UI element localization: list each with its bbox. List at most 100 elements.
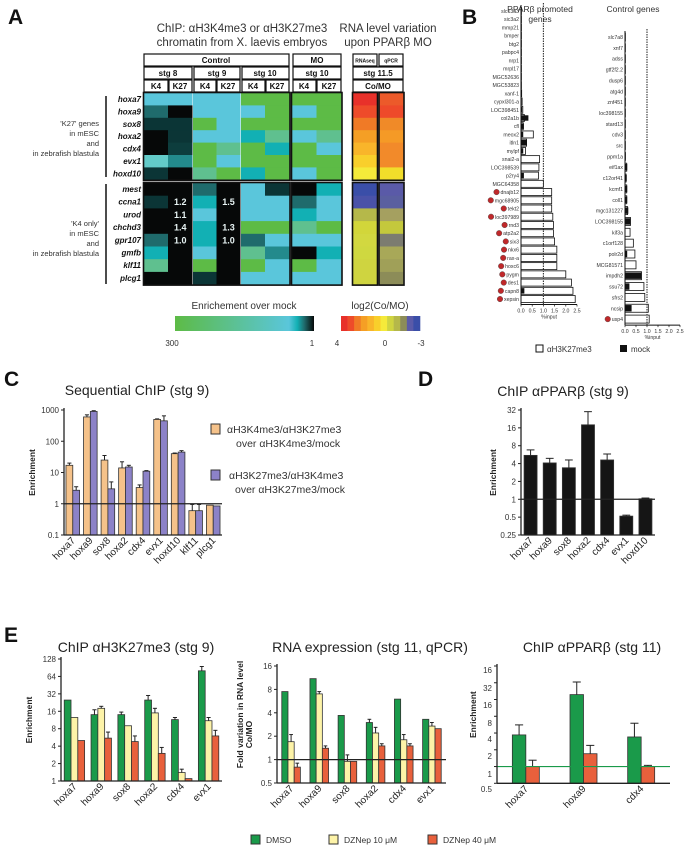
header-mo-stg10: stg 10: [305, 69, 329, 78]
gene-label: dnajb12: [501, 190, 520, 196]
marker-dot: [502, 238, 509, 245]
panel-b-left-chart: slc13a3 sic3a2 mmp21 bmper btg2 pabpc4 nrp1 mrp…: [487, 3, 581, 321]
panel-b-legend: αH3K27me3 mock: [535, 344, 651, 354]
x-axis-label: %input: [645, 335, 661, 341]
y-tick-label: 128: [43, 655, 57, 664]
heatmap-cell: [379, 183, 404, 197]
x-tick-label: 2.0: [562, 309, 569, 315]
y-tick-label: 8: [512, 442, 517, 451]
panel-label-b: B: [462, 6, 477, 29]
gene-label: hoxa2: [118, 132, 142, 141]
heatmap-cell: [241, 105, 265, 119]
gene-label: LOC398451: [491, 108, 519, 114]
heatmap-cell: [144, 142, 168, 156]
heatmap-cell: [353, 93, 377, 106]
x-tick-label: 2.5: [573, 309, 580, 315]
marker-dot: [500, 205, 507, 212]
gene-label: tekt2: [508, 207, 519, 213]
marker-dot: [501, 221, 508, 228]
bar-h3k27me3: [520, 229, 554, 238]
heatmap-block-border: [378, 181, 405, 286]
heatmap-cell: [292, 259, 317, 273]
x-tick-label: hoxa7: [504, 783, 531, 810]
heatmap-cell: [353, 167, 377, 181]
bar: [65, 464, 74, 536]
y-tick-label: 0.5: [261, 779, 273, 788]
gene-label: cypxl301-a: [494, 100, 519, 106]
x-tick-label: 2.5: [676, 329, 683, 335]
heatmap-cell: [379, 142, 404, 156]
gene-label: cdx4: [123, 145, 142, 154]
heatmap-cell: [353, 208, 377, 222]
heatmap-cell: [216, 195, 241, 209]
gene-label: xnf7: [613, 46, 623, 52]
heatmap-block-border: [351, 181, 379, 286]
y-tick-label: 2: [268, 732, 273, 741]
colorbar-log2-step: [354, 316, 362, 331]
bar: [77, 740, 86, 782]
heatmap-cell: [292, 105, 317, 119]
heatmap-cell: [241, 271, 265, 285]
gene-label: ppm1a: [607, 154, 623, 160]
panel-b-right-chart: slc7a8 xnf7 adss gtf2f2.2 dusp6 atg4d znf451 lo…: [595, 29, 684, 341]
heatmap-cell: [241, 246, 265, 260]
bar: [525, 766, 540, 784]
bar: [627, 736, 642, 784]
header-rnaseq: RNAseq: [355, 59, 374, 65]
bar: [131, 741, 139, 782]
heatmap-cell: [193, 105, 217, 119]
gene-label: cfl: [514, 124, 519, 130]
heatmap-cell: [168, 183, 193, 197]
header-k27: K27: [173, 82, 188, 91]
gene-label: polr2d: [609, 252, 624, 258]
x-tick-label: hoxa2: [566, 535, 593, 562]
panel-label-a: A: [8, 6, 23, 29]
gene-label: cdv3: [612, 133, 623, 139]
bar: [638, 498, 653, 536]
heatmap-cell: [216, 155, 241, 168]
gene-label: evx1: [123, 157, 141, 166]
y-axis-label: Fold variation in RNA level: [235, 661, 245, 768]
heatmap-cell: [265, 167, 290, 181]
gene-label: six3: [510, 239, 519, 245]
x-tick-label: cdx4: [125, 535, 148, 558]
gene-label: mgc68905: [495, 198, 519, 204]
gene-label: MGC53823: [492, 83, 519, 89]
panel-b-left-title-line1: PPARβ promoted: [507, 4, 573, 14]
heatmap-cell: [193, 195, 217, 209]
heatmap-block-border: [142, 91, 291, 182]
y-tick-label: 16: [483, 666, 492, 675]
bar: [211, 735, 220, 782]
heatmap-cell: [216, 117, 241, 131]
bar: [321, 747, 329, 784]
bar: [188, 510, 197, 536]
bar-h3k27me3: [624, 260, 637, 270]
marker-dot: [499, 271, 506, 278]
heatmap-cell: [316, 142, 342, 156]
heatmap-cell: [144, 105, 168, 119]
bar: [63, 699, 72, 782]
bar: [309, 678, 317, 784]
x-tick-label: cdx4: [624, 783, 647, 806]
header-k27: K27: [322, 82, 337, 91]
heatmap-cell: [168, 221, 193, 235]
y-tick-label: 32: [47, 690, 56, 699]
heatmap-cell: [265, 233, 290, 247]
y-tick-label: 1000: [41, 406, 59, 415]
gene-label: rax-a: [507, 256, 519, 262]
header-k4: K4: [200, 82, 211, 91]
bar-mock: [521, 123, 524, 129]
bar: [365, 722, 373, 784]
heatmap-cell: [168, 105, 193, 119]
heatmap-cell: [144, 271, 168, 285]
bar: [153, 419, 161, 536]
x-tick-label: evx1: [414, 783, 437, 806]
panel-c-legend: αH3K4me3/αH3K27me3 over αH3K4me3/mock αH…: [210, 423, 346, 496]
gene-label: impdh2: [606, 274, 623, 280]
bar: [561, 467, 576, 536]
y-tick-label: 32: [507, 406, 516, 415]
bar-mock: [625, 185, 628, 193]
heatmap-cell: [193, 117, 217, 131]
heatmap-cell: [193, 221, 217, 235]
header-ratio: Co/MO: [365, 82, 391, 91]
